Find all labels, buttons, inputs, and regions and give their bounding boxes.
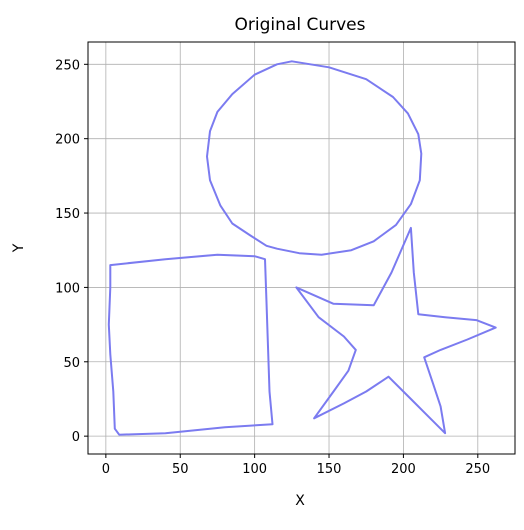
y-tick-label: 100	[55, 281, 80, 296]
curve-2	[107, 253, 274, 436]
x-tick-label: 100	[242, 462, 267, 477]
x-axis-label: X	[295, 493, 305, 509]
chart-title: Original Curves	[235, 15, 366, 35]
x-tick-label: 50	[172, 462, 189, 477]
y-tick-label: 200	[55, 133, 80, 148]
x-tick-label: 0	[102, 462, 110, 477]
y-tick-label: 0	[72, 430, 80, 445]
grid-lines	[88, 42, 515, 454]
curve-3	[295, 226, 497, 435]
y-axis-label: Y	[11, 243, 27, 253]
plot-area-frame	[87, 41, 516, 455]
curve-1	[206, 60, 423, 256]
y-tick-label: 250	[55, 58, 80, 73]
x-tick-label: 200	[391, 462, 416, 477]
axis-ticks: 0 50 100 150 200 250 0 50 100 150 200 250	[55, 58, 490, 477]
curves	[107, 60, 497, 436]
y-tick-label: 150	[55, 207, 80, 222]
y-tick-label: 50	[63, 356, 80, 371]
x-tick-label: 150	[317, 462, 342, 477]
x-tick-label: 250	[465, 462, 490, 477]
